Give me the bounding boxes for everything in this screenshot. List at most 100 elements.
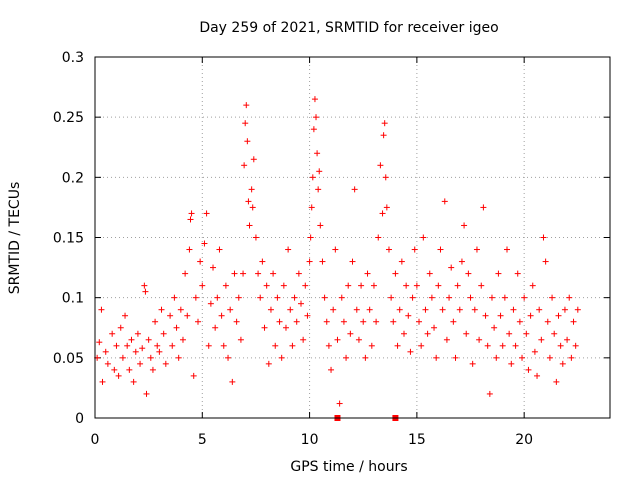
data-point	[413, 282, 420, 289]
data-point	[147, 354, 154, 361]
y-tick-label: 0.15	[53, 231, 84, 247]
data-point	[349, 258, 356, 265]
data-point	[242, 120, 249, 127]
data-point	[499, 342, 506, 349]
data-point	[323, 318, 330, 325]
data-point	[119, 354, 126, 361]
data-point	[137, 360, 144, 367]
data-point	[267, 306, 274, 313]
data-point	[431, 324, 438, 331]
data-point	[380, 132, 387, 139]
data-point	[222, 282, 229, 289]
data-point	[167, 312, 174, 319]
data-point	[179, 336, 186, 343]
data-point	[182, 270, 189, 277]
data-point	[115, 372, 122, 379]
data-point	[426, 270, 433, 277]
data-point	[401, 330, 407, 337]
data-point	[471, 306, 478, 313]
data-point	[364, 270, 371, 277]
data-point	[229, 378, 236, 385]
data-point	[486, 390, 493, 397]
data-point	[409, 294, 416, 301]
data-point	[420, 234, 427, 241]
data-point	[126, 366, 133, 373]
data-point	[473, 246, 480, 253]
data-point	[559, 360, 566, 367]
data-point	[542, 258, 549, 265]
data-point	[443, 336, 450, 343]
data-point	[330, 306, 337, 313]
data-point	[227, 306, 234, 313]
data-point	[141, 282, 148, 289]
data-point	[570, 318, 577, 325]
data-point	[98, 306, 105, 313]
data-point	[192, 294, 199, 301]
data-point	[452, 354, 459, 361]
data-point	[551, 330, 558, 337]
data-point	[257, 294, 264, 301]
data-point	[390, 318, 397, 325]
data-point	[263, 282, 270, 289]
data-point	[248, 186, 255, 193]
data-point	[175, 354, 182, 361]
data-point	[416, 318, 423, 325]
data-point	[250, 156, 257, 163]
data-point	[298, 300, 304, 307]
data-point	[210, 264, 217, 271]
data-point	[321, 294, 328, 301]
data-point	[197, 258, 204, 265]
data-point	[195, 318, 201, 325]
data-point	[113, 342, 120, 349]
data-point	[203, 210, 210, 217]
data-point	[407, 348, 414, 355]
data-point	[525, 366, 532, 373]
data-point	[482, 312, 489, 319]
data-point	[145, 336, 152, 343]
data-point	[392, 270, 399, 277]
data-point	[142, 288, 149, 295]
data-point	[566, 294, 573, 301]
x-tick-label: 10	[301, 432, 319, 448]
data-point	[340, 318, 347, 325]
data-point	[454, 282, 461, 289]
grid	[95, 57, 610, 418]
data-point	[160, 330, 167, 337]
data-point	[295, 270, 302, 277]
data-point	[422, 306, 429, 313]
data-point	[510, 306, 517, 313]
data-point	[465, 270, 472, 277]
data-point	[523, 330, 530, 337]
data-point	[184, 312, 191, 319]
data-point	[534, 372, 541, 379]
y-tick-label: 0.1	[62, 291, 84, 307]
data-point	[519, 354, 526, 361]
data-point	[187, 216, 194, 223]
data-point	[240, 270, 247, 277]
data-point	[134, 330, 141, 337]
data-point	[169, 342, 176, 349]
data-point	[353, 306, 360, 313]
data-point	[328, 366, 335, 373]
x-axis-label: GPS time / hours	[290, 459, 407, 475]
data-point	[418, 342, 425, 349]
data-point	[117, 324, 124, 331]
data-point	[478, 282, 485, 289]
data-point	[508, 360, 515, 367]
axes: 0 0.05 0.1 0.15 0.2 0.25 0.3 0 5 10 15 20	[53, 50, 610, 448]
data-point	[282, 324, 289, 331]
data-point	[424, 330, 431, 337]
data-point	[317, 222, 324, 229]
data-point	[529, 282, 536, 289]
data-point	[553, 378, 560, 385]
y-tick-label: 0.05	[53, 351, 84, 367]
data-point	[512, 342, 519, 349]
data-point	[302, 282, 309, 289]
data-point	[398, 258, 405, 265]
data-point	[289, 342, 296, 349]
data-point	[99, 378, 106, 385]
data-point	[366, 306, 373, 313]
data-point	[411, 246, 418, 253]
plot-frame	[94, 56, 611, 419]
data-point	[96, 339, 103, 346]
